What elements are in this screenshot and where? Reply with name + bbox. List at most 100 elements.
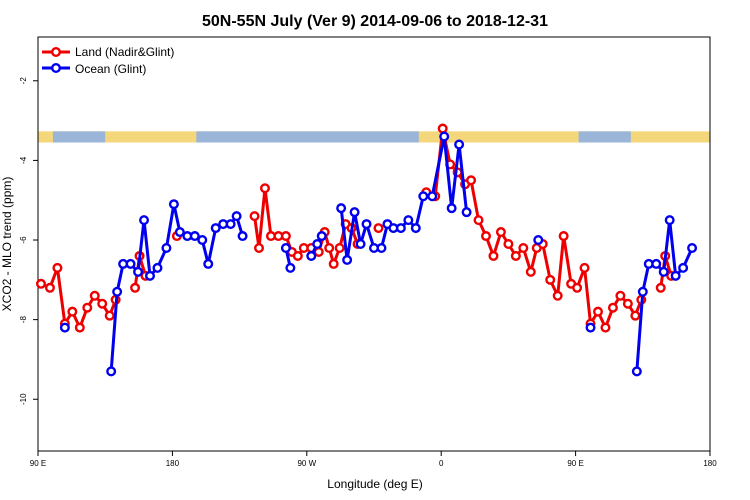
legend-marker-ocean — [51, 62, 62, 73]
series-line — [40, 266, 118, 330]
data-point — [292, 250, 303, 261]
data-point — [285, 262, 296, 273]
data-point — [503, 238, 514, 249]
data-point — [280, 242, 291, 253]
data-point — [74, 322, 85, 333]
y-tick-label: -8 — [19, 316, 28, 324]
data-point — [670, 270, 681, 281]
data-point — [466, 175, 477, 186]
x-tick-label: 90 E — [30, 459, 46, 468]
data-point — [349, 207, 360, 218]
data-point — [637, 286, 648, 297]
data-point — [481, 231, 492, 242]
series-ocean — [59, 131, 698, 377]
data-point — [376, 242, 387, 253]
data-point — [139, 215, 150, 226]
ocean-band-segment — [196, 131, 419, 143]
series-layer — [35, 123, 698, 377]
data-point — [67, 306, 78, 317]
data-point — [197, 235, 208, 246]
data-point — [607, 302, 618, 313]
data-point — [579, 262, 590, 273]
data-point — [403, 215, 414, 226]
data-point — [600, 322, 611, 333]
land-mask-band — [38, 131, 710, 143]
data-point — [558, 231, 569, 242]
data-point — [152, 262, 163, 273]
data-point — [174, 227, 185, 238]
x-axis-label: Longitude (deg E) — [327, 477, 422, 491]
data-point — [231, 211, 242, 222]
data-point — [395, 223, 406, 234]
data-point — [572, 282, 583, 293]
data-point — [651, 258, 662, 269]
data-point — [373, 223, 384, 234]
data-point — [249, 211, 260, 222]
data-point — [437, 123, 448, 134]
x-tick-label: 180 — [166, 459, 180, 468]
data-point — [89, 290, 100, 301]
data-point — [328, 258, 339, 269]
data-point — [342, 254, 353, 265]
data-point — [259, 183, 270, 194]
x-tick-label: 180 — [703, 459, 717, 468]
legend-marker-land — [51, 47, 62, 58]
data-point — [82, 302, 93, 313]
data-point — [35, 278, 46, 289]
data-point — [225, 219, 236, 230]
data-point — [254, 242, 265, 253]
x-tick-label: 90 W — [297, 459, 316, 468]
y-tick-label: -10 — [19, 393, 28, 405]
y-tick-label: -6 — [19, 236, 28, 244]
data-point — [687, 242, 698, 253]
data-point — [104, 310, 115, 321]
data-point — [133, 266, 144, 277]
data-point — [168, 199, 179, 210]
data-point — [533, 235, 544, 246]
data-point — [106, 366, 117, 377]
data-point — [615, 290, 626, 301]
data-point — [312, 238, 323, 249]
data-point — [678, 262, 689, 273]
data-point — [552, 290, 563, 301]
data-point — [144, 270, 155, 281]
data-point — [518, 242, 529, 253]
legend-label-land: Land (Nadir&Glint) — [75, 45, 174, 59]
data-point — [361, 219, 372, 230]
data-point — [461, 207, 472, 218]
data-point — [630, 310, 641, 321]
data-point — [336, 203, 347, 214]
data-point — [473, 215, 484, 226]
data-point — [410, 223, 421, 234]
data-point — [324, 242, 335, 253]
data-point — [189, 231, 200, 242]
data-point — [495, 227, 506, 238]
data-point — [622, 298, 633, 309]
data-point — [658, 266, 669, 277]
y-axis: -2 -4 -6 -8 -10 — [19, 77, 38, 405]
y-tick-label: -2 — [19, 77, 28, 85]
x-tick-label: 0 — [439, 459, 444, 468]
data-point — [593, 306, 604, 317]
data-point — [631, 366, 642, 377]
legend-label-ocean: Ocean (Glint) — [75, 62, 146, 76]
data-point — [280, 231, 291, 242]
data-point — [446, 203, 457, 214]
data-point — [59, 322, 70, 333]
data-point — [664, 215, 675, 226]
data-point — [427, 191, 438, 202]
data-point — [112, 286, 123, 297]
data-point — [418, 191, 429, 202]
data-point — [439, 131, 450, 142]
data-point — [510, 250, 521, 261]
data-point — [334, 242, 345, 253]
data-point — [210, 223, 221, 234]
data-point — [585, 322, 596, 333]
data-point — [130, 282, 141, 293]
data-point — [316, 231, 327, 242]
data-point — [655, 282, 666, 293]
y-tick-label: -4 — [19, 156, 28, 164]
data-point — [454, 139, 465, 150]
data-point — [203, 258, 214, 269]
